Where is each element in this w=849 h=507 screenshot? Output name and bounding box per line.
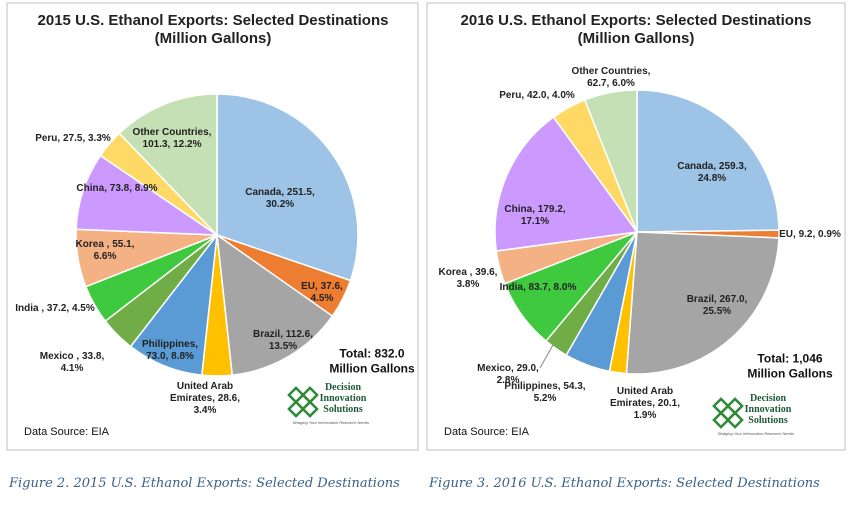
data-label: Peru, 27.5, 3.3% (35, 133, 111, 144)
data-label: Canada, 251.5, 30.2% (245, 187, 315, 210)
data-label: EU, 9.2, 0.9% (779, 229, 841, 240)
data-label: Mexico , 33.8, 4.1% (40, 351, 105, 374)
logo-icon (726, 397, 744, 415)
chart-title: 2015 U.S. Ethanol Exports: Selected Dest… (38, 12, 389, 47)
data-label: India, 83.7, 8.0% (500, 282, 577, 293)
logo: Decision Innovation Solutions Bridging Your… (712, 393, 794, 436)
logo: Decision Innovation Solutions Bridging Your… (287, 382, 369, 425)
logo-tagline: Bridging Your Information Research Needs (718, 431, 794, 436)
data-label: Mexico, 29.0, 2.8% (477, 363, 539, 386)
logo-icon (712, 397, 730, 415)
data-label: China, 73.8, 8.9% (76, 183, 157, 194)
data-label: United Arab Emirates, 28.6, 3.4% (170, 381, 240, 416)
data-label: Korea , 39.6, 3.8% (439, 267, 498, 290)
data-source: Data Source: EIA (24, 426, 110, 438)
data-label: Philippines, 73.0, 8.8% (142, 339, 198, 362)
data-label: United Arab Emirates, 20.1, 1.9% (610, 386, 680, 421)
data-label: Other Countries, 62.7, 6.0% (572, 66, 651, 89)
data-label: Brazil, 112.6, 13.5% (253, 329, 313, 352)
data-label: India , 37.2, 4.5% (15, 303, 95, 314)
pie-slice (583, 89, 638, 233)
pie-slice (216, 233, 334, 377)
pie-slice (118, 93, 218, 237)
chart-title: 2016 U.S. Ethanol Exports: Selected Dest… (461, 12, 812, 47)
data-label: Korea , 55.1, 6.6% (76, 239, 135, 262)
data-label: China, 179.2, 17.1% (504, 204, 565, 227)
pie-slice (494, 116, 639, 252)
logo-icon (287, 386, 305, 404)
logo-icon (726, 411, 744, 429)
total-annotation: Total: 832.0 Million Gallons (329, 347, 415, 376)
logo-icon (712, 411, 730, 429)
logo-icon (301, 400, 319, 418)
caption: Figure 2. 2015 U.S. Ethanol Exports: Sel… (8, 476, 400, 491)
data-label: Peru, 42.0, 4.0% (499, 90, 575, 101)
logo-name: Decision Innovation Solutions (745, 393, 792, 426)
data-label: Other Countries, 101.3, 12.2% (133, 127, 212, 150)
pie-slice (216, 93, 359, 282)
logo-icon (301, 386, 319, 404)
leader-line (539, 344, 554, 369)
caption: Figure 3. 2016 U.S. Ethanol Exports: Sel… (428, 476, 820, 491)
logo-icon (287, 400, 305, 418)
pie-slice (625, 231, 780, 375)
data-label: Philippines, 54.3, 5.2% (504, 381, 585, 404)
data-label: EU, 37.6, 4.5% (301, 281, 343, 304)
logo-name: Decision Innovation Solutions (320, 382, 367, 415)
pie-slice (636, 89, 780, 233)
logo-tagline: Bridging Your Information Research Needs (293, 420, 369, 425)
data-source: Data Source: EIA (444, 426, 530, 438)
total-annotation: Total: 1,046 Million Gallons (747, 352, 833, 381)
data-label: Canada, 259.3, 24.8% (677, 161, 747, 184)
data-label: Brazil, 267.0, 25.5% (687, 294, 748, 317)
